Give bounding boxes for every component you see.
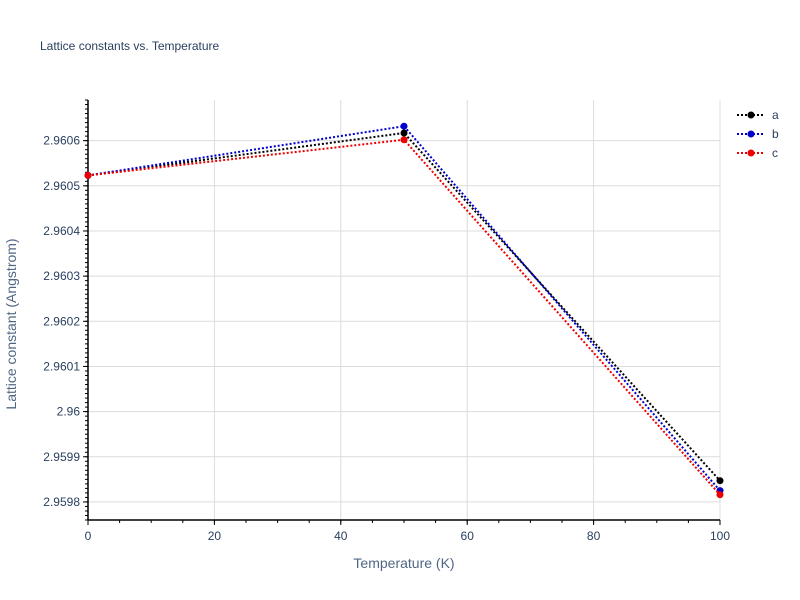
x-tick-label: 80 [587, 529, 601, 543]
data-point-a[interactable] [716, 477, 724, 485]
axes-layer: 0 20 40 60 80 100 2.9598 2.9599 2.96 2.9601 2.9602… [43, 99, 730, 543]
legend-item-c[interactable]: c [737, 146, 778, 160]
x-tick-label: 0 [85, 529, 92, 543]
series-b [84, 122, 724, 495]
y-tick-label: 2.96 [57, 405, 81, 419]
data-point-c[interactable] [400, 136, 408, 144]
x-tick-label: 40 [334, 529, 348, 543]
legend-item-b[interactable]: b [737, 127, 779, 141]
series-a [84, 129, 724, 485]
legend-label: c [772, 146, 778, 160]
y-tick-label: 2.9605 [43, 179, 80, 193]
data-point-c[interactable] [84, 171, 92, 179]
legend-swatch-marker [747, 130, 755, 138]
series-line-c [87, 138, 721, 496]
series-c [84, 136, 724, 499]
legend-label: b [772, 127, 779, 141]
y-tick-label: 2.9598 [43, 495, 80, 509]
x-axis-title: Temperature (K) [353, 555, 454, 571]
y-tick-label: 2.9601 [43, 359, 80, 373]
legend[interactable]: abc [737, 108, 779, 160]
series-line-b [87, 125, 721, 492]
legend-item-a[interactable]: a [737, 108, 779, 122]
grid-layer [88, 100, 721, 520]
chart-title: Lattice constants vs. Temperature [40, 39, 220, 53]
series-layer [84, 122, 724, 499]
data-point-c[interactable] [716, 491, 724, 499]
data-point-b[interactable] [400, 122, 408, 130]
y-tick-label: 2.9602 [43, 314, 80, 328]
x-tick-label: 20 [208, 529, 222, 543]
legend-swatch-marker [747, 149, 755, 157]
legend-label: a [772, 108, 779, 122]
y-axis-title: Lattice constant (Angstrom) [3, 238, 19, 409]
legend-swatch-marker [747, 111, 755, 119]
y-tick-label: 2.9606 [43, 134, 80, 148]
x-tick-label: 100 [710, 529, 730, 543]
y-tick-label: 2.9599 [43, 450, 80, 464]
data-point-a[interactable] [400, 129, 408, 137]
series-line-a [87, 131, 721, 482]
y-tick-label: 2.9604 [43, 224, 80, 238]
y-tick-label: 2.9603 [43, 269, 80, 283]
x-tick-label: 60 [461, 529, 475, 543]
